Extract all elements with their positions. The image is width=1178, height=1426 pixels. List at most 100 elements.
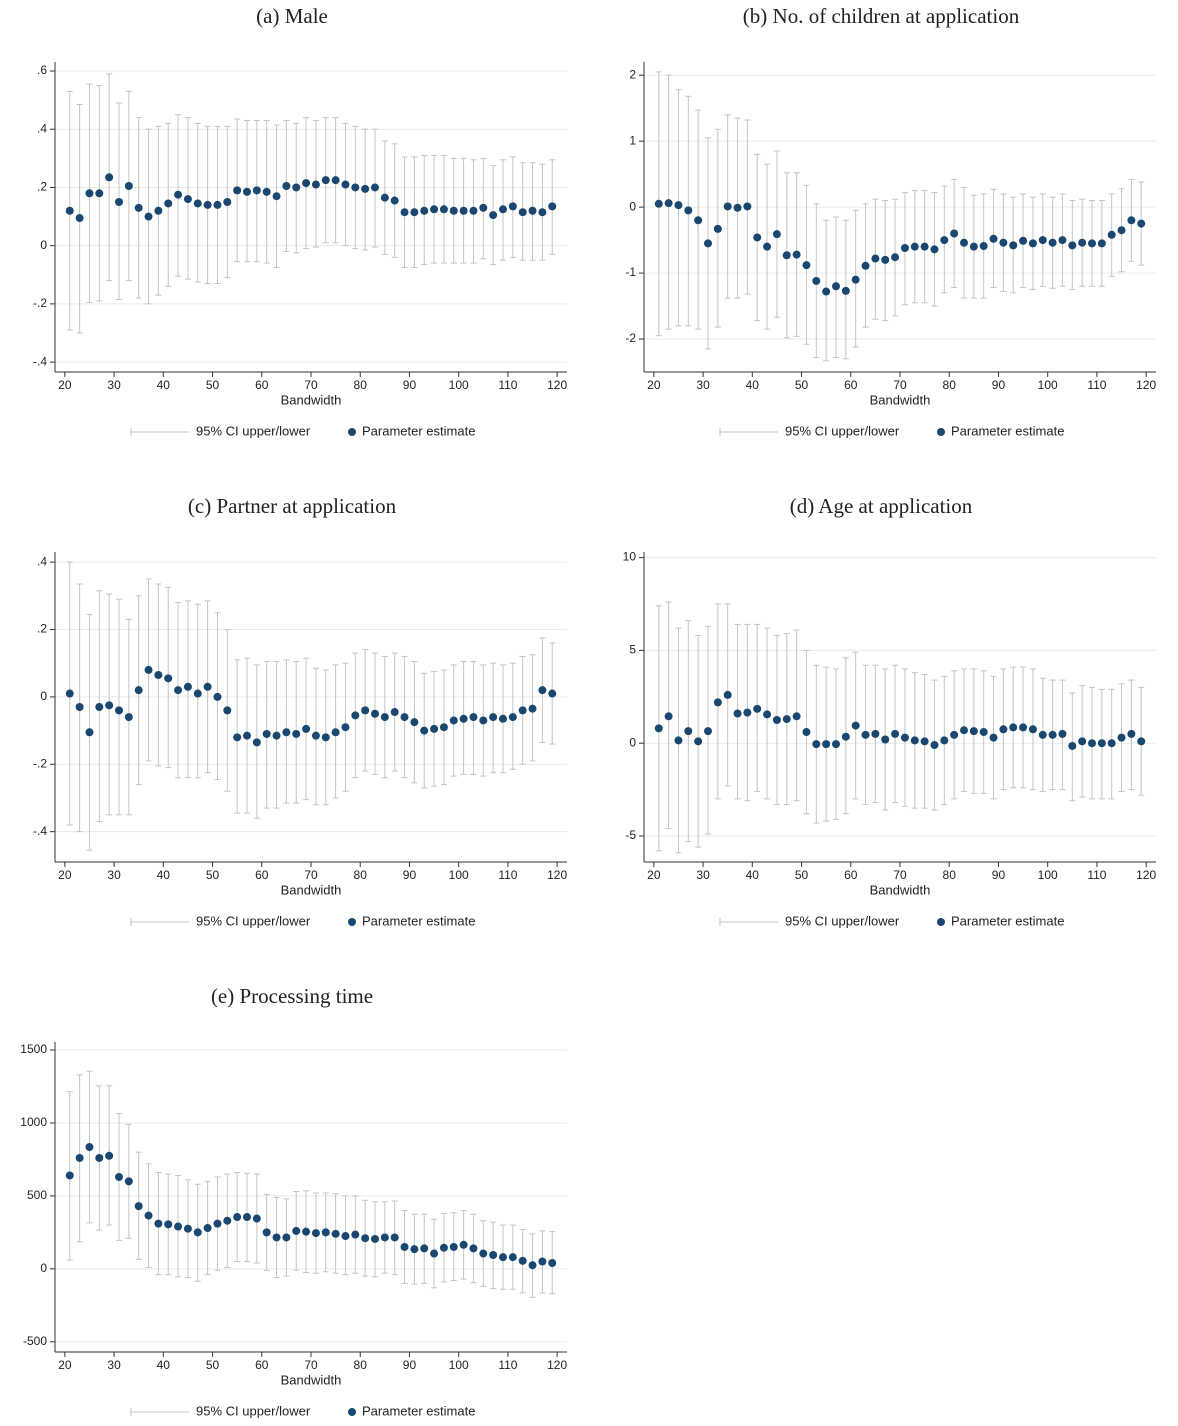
estimate-point (1107, 230, 1116, 239)
estimate-point (1028, 239, 1037, 248)
x-tick-label: 40 (157, 378, 171, 392)
y-tick-label: -.2 (33, 756, 47, 770)
y-tick-label: 0 (40, 689, 47, 703)
estimate-point (223, 706, 232, 715)
estimate-point (105, 1151, 114, 1160)
estimate-point (999, 725, 1008, 734)
estimate-point (115, 1172, 123, 1181)
estimate-point (1097, 239, 1106, 248)
x-tick-label: 80 (354, 1358, 368, 1372)
estimate-point (262, 729, 271, 738)
estimate-point (802, 728, 811, 737)
estimate-point (822, 740, 831, 749)
estimate-point (743, 202, 752, 211)
estimate-point (1019, 723, 1028, 732)
panel-title: (d) Age at application (790, 494, 973, 518)
estimate-point (528, 1261, 537, 1270)
x-tick-label: 110 (498, 868, 517, 882)
x-tick-label: 120 (547, 868, 567, 882)
estimate-point (851, 275, 860, 284)
x-tick-label: 80 (943, 868, 957, 882)
y-tick-label: 5 (629, 643, 636, 657)
legend-label: 95% CI upper/lower (785, 423, 900, 438)
estimate-point (979, 242, 988, 251)
estimate-point (321, 733, 330, 742)
x-tick-label: 90 (992, 868, 1006, 882)
legend-swatch (937, 918, 945, 926)
estimate-point (75, 214, 84, 223)
y-tick-label: 1500 (20, 1042, 47, 1056)
legend-label: Parameter estimate (362, 423, 475, 438)
estimate-point (999, 238, 1008, 247)
estimate-point (792, 250, 801, 259)
y-tick-label: 0 (629, 735, 636, 749)
estimate-point (203, 682, 212, 691)
estimate-point (694, 737, 703, 746)
estimate-point (832, 282, 840, 291)
estimate-point (341, 1232, 350, 1241)
estimate-point (400, 713, 409, 722)
estimate-point (144, 212, 153, 221)
estimate-point (704, 239, 712, 248)
x-axis-label: Bandwidth (870, 392, 931, 407)
estimate-point (508, 1253, 517, 1262)
x-tick-label: 40 (746, 868, 760, 882)
estimate-point (449, 206, 458, 215)
estimate-point (75, 1153, 84, 1162)
estimate-point (1058, 236, 1067, 245)
estimate-point (430, 724, 439, 733)
estimate-point (518, 1256, 527, 1265)
y-tick-label: 2 (629, 67, 636, 81)
estimate-point (1088, 739, 1096, 748)
estimate-point (449, 716, 458, 725)
estimate-point (891, 253, 900, 262)
estimate-point (351, 711, 360, 720)
estimate-point (518, 706, 527, 715)
estimate-point (233, 733, 242, 742)
estimate-point (723, 202, 732, 211)
estimate-point (684, 727, 693, 736)
estimate-point (272, 192, 281, 201)
estimate-point (684, 206, 693, 215)
estimate-point (420, 726, 429, 735)
estimate-point (979, 728, 988, 737)
x-tick-label: 50 (795, 868, 809, 882)
estimate-point (85, 728, 94, 737)
estimate-point (664, 712, 673, 721)
x-tick-label: 80 (354, 378, 368, 392)
estimate-point (881, 255, 890, 264)
estimate-point (420, 206, 429, 215)
estimate-point (95, 189, 104, 198)
estimate-point (223, 1216, 232, 1225)
estimate-point (1137, 219, 1146, 228)
estimate-point (213, 200, 222, 209)
estimate-point (124, 713, 133, 722)
x-axis-label: Bandwidth (281, 1372, 342, 1387)
y-tick-label: 0 (40, 238, 47, 252)
estimate-point (439, 1243, 448, 1252)
estimate-point (282, 182, 291, 190)
y-tick-label: -.4 (33, 354, 47, 368)
panel-title: (c) Partner at application (188, 494, 397, 518)
estimate-point (361, 1234, 370, 1243)
estimate-point (1097, 739, 1106, 748)
estimate-point (193, 689, 202, 698)
estimate-point (920, 737, 929, 746)
estimate-point (449, 1242, 458, 1251)
y-tick-label: -.4 (33, 824, 47, 838)
estimate-point (243, 1213, 251, 1222)
x-tick-label: 100 (449, 868, 469, 882)
estimate-point (371, 183, 379, 192)
y-tick-label: -500 (23, 1334, 47, 1348)
legend-swatch (937, 428, 945, 436)
estimate-point (1048, 238, 1057, 247)
x-tick-label: 40 (157, 868, 171, 882)
x-tick-label: 20 (647, 378, 661, 392)
estimate-point (203, 1224, 212, 1232)
estimate-point (538, 1257, 547, 1266)
estimate-point (213, 692, 222, 701)
estimate-point (183, 195, 192, 204)
estimate-point (233, 1213, 242, 1222)
estimate-point (479, 203, 488, 212)
